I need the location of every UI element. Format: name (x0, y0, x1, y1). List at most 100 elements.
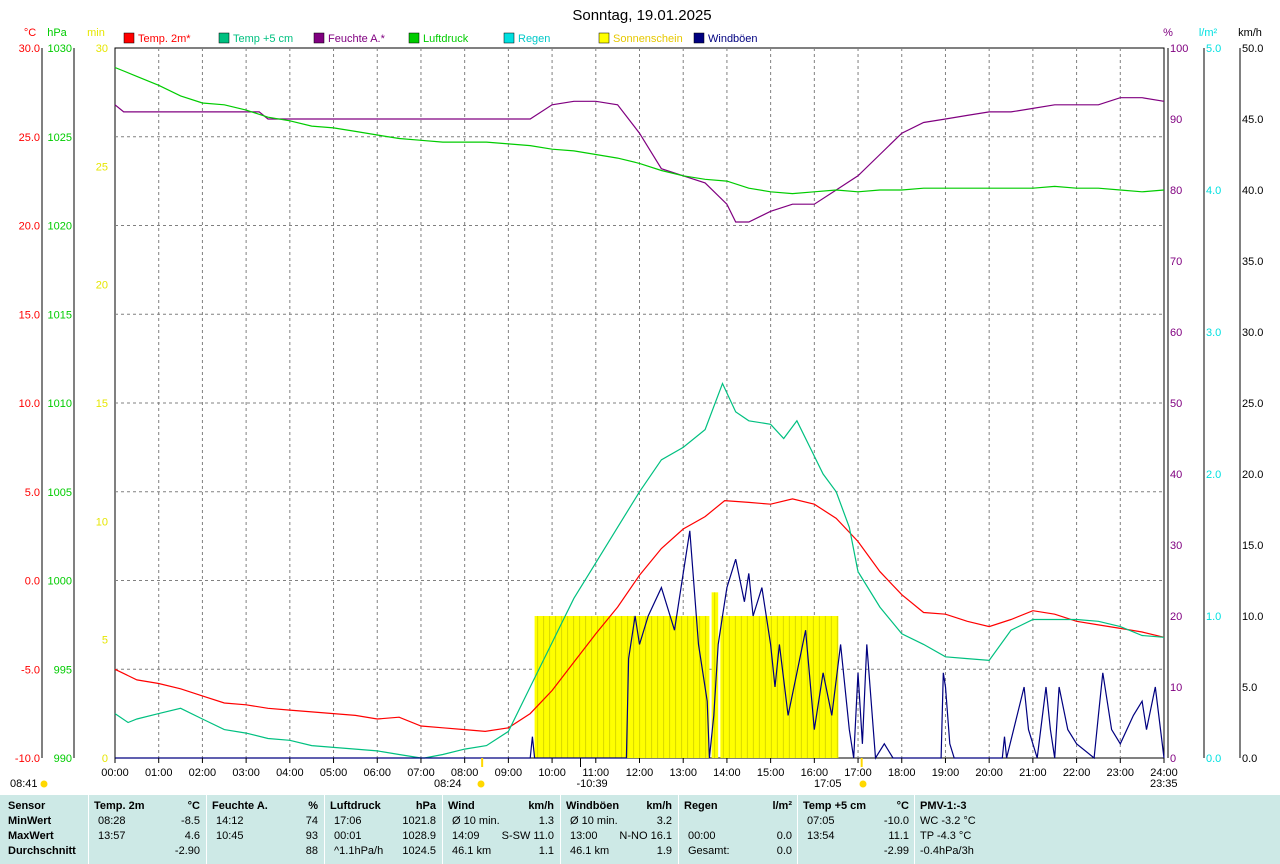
stats-unit: hPa (415, 800, 436, 812)
legend-swatch (598, 32, 610, 44)
x-tick-label: 01:00 (145, 767, 173, 779)
tick-label-sun_minutes: 25 (96, 161, 108, 173)
tick-label-humidity: 10 (1170, 682, 1182, 694)
stats-time: 46.1 km (570, 845, 610, 857)
stats-value: 1.3 (538, 815, 554, 827)
tick-label-pressure: 1005 (48, 487, 72, 499)
tick-label-rain: 5.0 (1206, 43, 1221, 55)
stats-value: 11.1 (888, 830, 909, 842)
statistics-table: Sensor MinWert MaxWert Durchschnitt Temp. 2m… (0, 795, 1280, 864)
grid (115, 48, 1164, 758)
legend-swatch (693, 32, 705, 44)
sunset-label: 17:05 (814, 778, 842, 790)
x-tick-label: 24:00 (1150, 767, 1178, 779)
stats-value: 1024.5 (402, 845, 436, 857)
stats-header: Wind (448, 800, 475, 812)
axis-unit-rain: l/m² (1199, 27, 1218, 39)
sunshine-bar (720, 616, 839, 758)
tick-label-rain: 1.0 (1206, 611, 1221, 623)
stats-unit: % (308, 800, 318, 812)
series-line-luftdruck (114, 66, 1165, 195)
x-tick-label: 23:00 (1107, 767, 1135, 779)
stats-value: -2.99 (883, 845, 909, 857)
tick-label-wind: 35.0 (1242, 256, 1263, 268)
column-separator (678, 795, 679, 864)
stats-time: 07:05 (807, 815, 835, 827)
stats-time: Gesamt: (688, 845, 730, 857)
stats-time: 10:45 (216, 830, 244, 842)
tick-label-temp: 25.0 (19, 132, 40, 144)
stats-value: 1021.8 (402, 815, 436, 827)
tick-label-wind: 20.0 (1242, 469, 1263, 481)
tick-label-humidity: 80 (1170, 185, 1182, 197)
x-tick-label: 20:00 (975, 767, 1003, 779)
tick-label-sun_minutes: 30 (96, 43, 108, 55)
stats-value: -0.4hPa/3h (920, 845, 974, 857)
tick-label-humidity: 60 (1170, 327, 1182, 339)
stats-header: Windböen (566, 800, 620, 812)
column-separator (560, 795, 561, 864)
stats-value: 74 (305, 815, 318, 827)
stats-time: 14:09 (452, 830, 480, 842)
tick-label-wind: 0.0 (1242, 753, 1257, 765)
sunrise-icon (477, 780, 485, 788)
x-tick-label: 10:00 (538, 767, 566, 779)
tick-label-humidity: 70 (1170, 256, 1182, 268)
stats-value: -10.0 (883, 815, 909, 827)
legend-label: Sonnenschein (613, 33, 683, 45)
x-tick-label: 21:00 (1019, 767, 1047, 779)
stats-time: ^1.1hPa/h (334, 845, 384, 857)
series-line-temp-5-cm (114, 381, 1165, 759)
column-separator (206, 795, 207, 864)
chart-title: Sonntag, 19.01.2025 (572, 7, 711, 24)
legend-label: Temp +5 cm (233, 33, 293, 45)
stats-header: Regen (684, 800, 718, 812)
legend-swatch (218, 32, 230, 44)
tick-label-temp: -5.0 (21, 664, 40, 676)
stats-header: Feuchte A. (212, 800, 268, 812)
tick-label-sun_minutes: 5 (102, 635, 108, 647)
stats-value: 88 (305, 845, 318, 857)
time-markers: 08:41 08:24 17:05 -10:39 23:35 (10, 758, 1178, 790)
stats-row-label: MinWert (8, 815, 52, 827)
stats-time: 00:01 (334, 830, 362, 842)
tick-label-pressure: 990 (54, 753, 72, 765)
tick-label-rain: 0.0 (1206, 753, 1221, 765)
stats-header: Temp +5 cm (803, 800, 867, 812)
x-tick-label: 18:00 (888, 767, 916, 779)
tick-label-sun_minutes: 0 (102, 753, 108, 765)
column-separator (88, 795, 89, 864)
legend-swatch (313, 32, 325, 44)
stats-unit: l/m² (772, 800, 792, 812)
stats-value: 1.1 (538, 845, 554, 857)
series-lines (114, 66, 1165, 760)
x-tick-label: 11:00 (582, 767, 609, 779)
tick-label-pressure: 995 (54, 664, 72, 676)
stats-header: PMV-1:-3 (920, 800, 967, 812)
tick-label-temp: 15.0 (19, 309, 40, 321)
tick-label-sun_minutes: 20 (96, 280, 108, 292)
tick-label-wind: 45.0 (1242, 114, 1263, 126)
legend-swatch (408, 32, 420, 44)
sunshine-bars (534, 592, 839, 758)
x-tick-label: 06:00 (363, 767, 391, 779)
x-tick-label: 03:00 (232, 767, 260, 779)
tick-label-pressure: 1010 (48, 398, 72, 410)
axis-unit-temp: °C (24, 27, 36, 39)
stats-row-label: MaxWert (8, 830, 54, 842)
left-time-label: 08:41 (10, 778, 38, 790)
axis-unit-sun_minutes: min (87, 27, 105, 39)
column-separator (914, 795, 915, 864)
tick-label-wind: 30.0 (1242, 327, 1263, 339)
stats-time: 14:12 (216, 815, 244, 827)
axis-unit-wind: km/h (1238, 27, 1262, 39)
stats-row-label: Durchschnitt (8, 845, 76, 857)
tick-label-humidity: 100 (1170, 43, 1188, 55)
stats-value: S-SW 11.0 (501, 830, 554, 842)
stats-time: 08:28 (98, 815, 126, 827)
stats-value: N-NO 16.1 (619, 830, 672, 842)
tick-label-temp: 5.0 (25, 487, 40, 499)
tick-label-sun_minutes: 10 (96, 516, 108, 528)
x-tick-label: 16:00 (801, 767, 829, 779)
stats-time: 13:54 (807, 830, 835, 842)
